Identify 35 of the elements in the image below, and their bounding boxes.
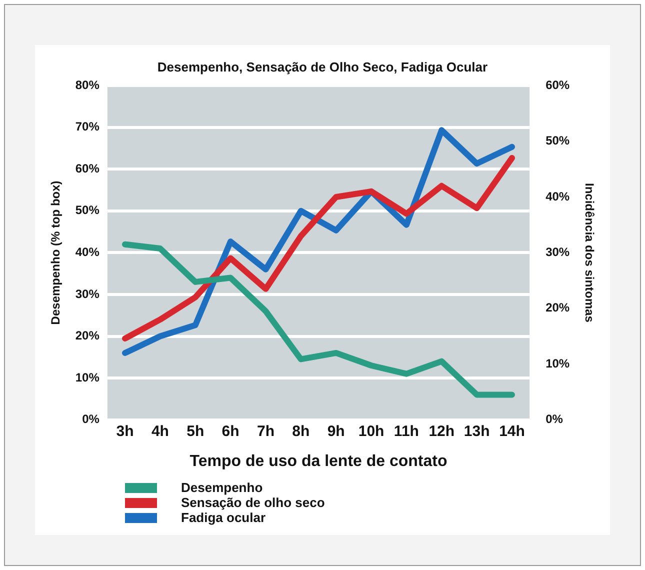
y2-tick-label: 50% (546, 134, 570, 148)
y-tick-label: 20% (75, 328, 100, 343)
y-tick-label: 60% (75, 161, 100, 176)
y2-tick-label: 40% (546, 189, 570, 204)
y-tick-label: 80% (75, 78, 100, 92)
chart-title: Desempenho, Sensação de Olho Seco, Fadiga Ocular (157, 59, 488, 74)
y-tick-label: 10% (75, 370, 100, 384)
y2-tick-label: 0% (546, 412, 564, 426)
x-tick-label: 10h (358, 422, 384, 440)
x-tick-label: 14h (499, 422, 525, 440)
y2-tick-label: 30% (546, 245, 570, 260)
legend-label: Fadiga ocular (181, 510, 266, 525)
x-tick-label: 13h (464, 422, 490, 440)
x-tick-label: 11h (394, 422, 419, 440)
x-tick-label: 5h (186, 422, 204, 440)
y2-tick-label: 10% (546, 356, 570, 370)
y-tick-label: 70% (75, 120, 100, 134)
y-tick-label: 40% (75, 245, 100, 260)
legend-label: Desempenho (181, 480, 263, 495)
x-tick-label: 6h (222, 422, 240, 440)
x-axis-title: Tempo de uso da lente de contato (190, 452, 448, 470)
y-tick-label: 50% (75, 203, 100, 218)
y-tick-label: 0% (82, 412, 100, 426)
x-tick-label: 4h (151, 422, 169, 440)
y-tick-label: 30% (75, 286, 100, 301)
y2-tick-label: 20% (546, 300, 570, 315)
legend-label: Sensação de olho seco (181, 495, 325, 510)
x-tick-label: 12h (428, 422, 455, 440)
y-axis-title: Desempenho (% top box) (48, 180, 63, 325)
x-tick-label: 9h (327, 422, 345, 440)
y2-tick-label: 60% (546, 78, 570, 92)
x-tick-label: 8h (292, 422, 310, 440)
x-tick-label: 3h (116, 422, 134, 440)
y2-axis-title: Incidência dos sintomas (582, 183, 596, 323)
x-tick-label: 7h (256, 422, 274, 440)
